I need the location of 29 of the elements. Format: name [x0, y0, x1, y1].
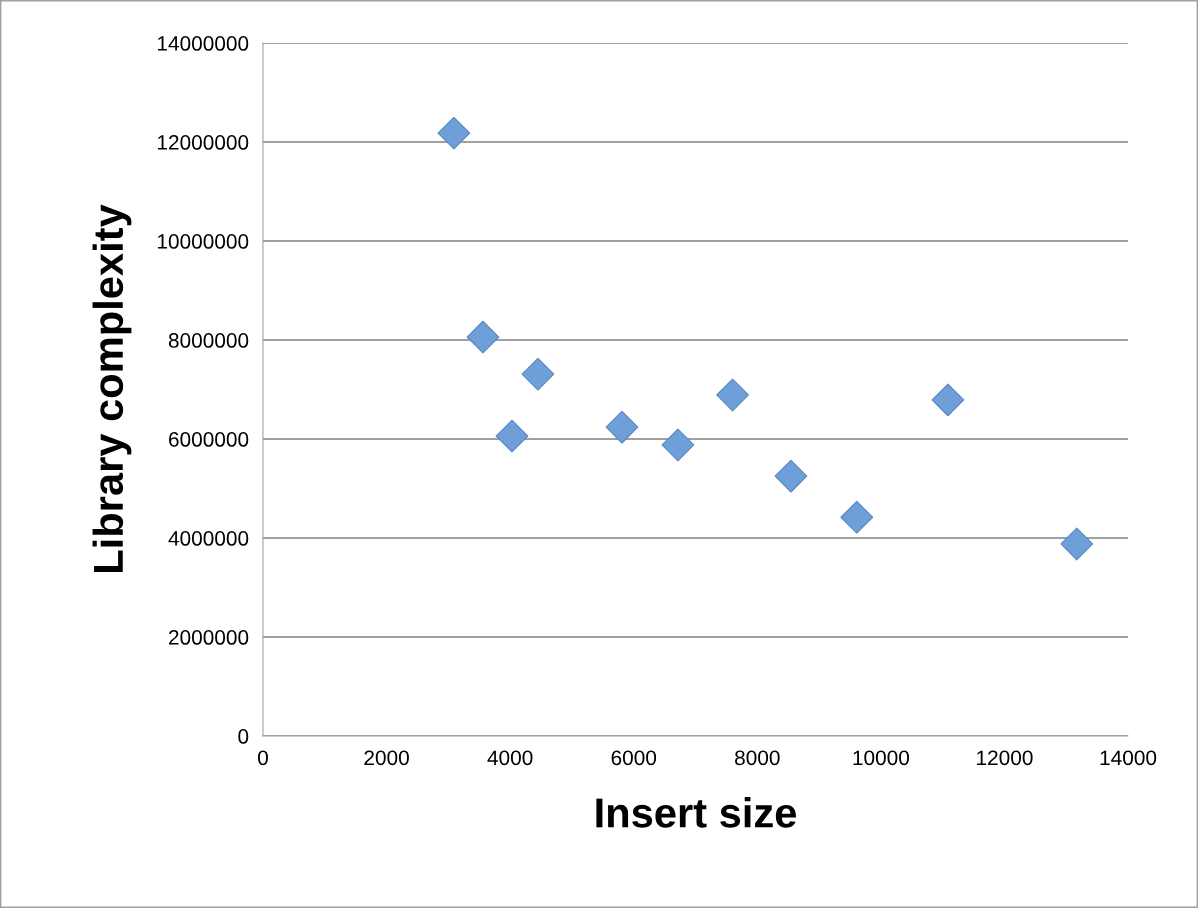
x-tick-label: 12000: [977, 750, 1033, 766]
x-tick-label: 8000: [735, 750, 780, 766]
x-tick-label: 2000: [364, 750, 409, 766]
x-tick-label: 14000: [1100, 750, 1157, 766]
point: [716, 378, 749, 412]
y-tick-label: 12000000: [157, 135, 249, 150]
y-tick-label: 8000000: [168, 333, 249, 348]
y-axis-title: Library complexity: [92, 204, 132, 572]
x-tick-label: 0: [257, 750, 268, 766]
y-tick-label: 0: [238, 729, 249, 744]
point: [466, 320, 500, 354]
point: [521, 357, 555, 391]
point: [840, 500, 874, 534]
point: [605, 410, 639, 444]
y-tick-label: 10000000: [157, 234, 249, 249]
point: [661, 428, 695, 462]
y-tick-label: 6000000: [169, 432, 249, 447]
y-tick-label: 2000000: [169, 630, 249, 645]
y-tick-label: 4000000: [168, 531, 249, 546]
x-tick-label: 6000: [611, 750, 657, 766]
x-axis-title: Insert size: [596, 797, 796, 828]
point: [774, 459, 808, 493]
x-tick-label: 4000: [487, 750, 533, 766]
point: [1060, 527, 1094, 561]
point: [437, 116, 471, 150]
point: [931, 383, 965, 417]
y-tick-label: 14000000: [157, 36, 249, 51]
x-tick-label: 10000: [853, 750, 910, 766]
point: [495, 419, 529, 453]
